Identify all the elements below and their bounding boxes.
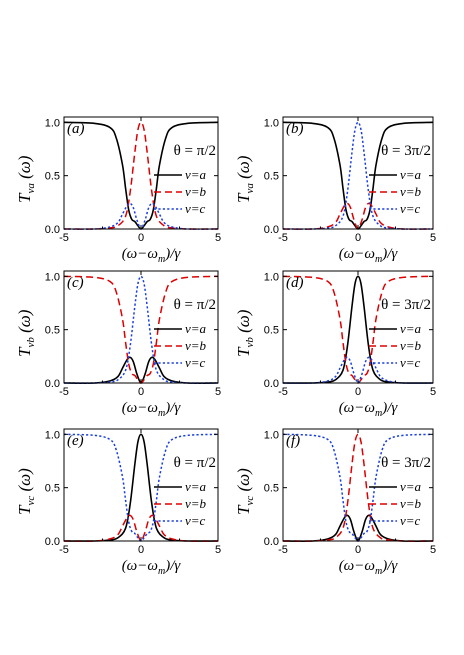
x-axis-label: (ω−ωm)/γ [339, 558, 399, 577]
legend-label: v=b [185, 496, 207, 511]
theta-label: θ = π/2 [174, 297, 216, 313]
y-tick-label: 0.0 [45, 224, 60, 236]
y-axis-label: Tvc (ω) [15, 468, 37, 515]
x-tick-label: 5 [215, 386, 221, 398]
x-axis-label: (ω−ωm)/γ [339, 246, 399, 265]
x-tick-label: -5 [59, 232, 69, 244]
series-v-c [63, 275, 219, 384]
x-tick-label: 5 [430, 544, 436, 556]
panel-label: (f) [286, 433, 300, 449]
x-tick-label: -5 [278, 544, 288, 556]
y-axis-label: Tvb (ω) [15, 309, 37, 357]
panel-a: -5 0 5 0.0 0.5 1.0 Tva (ω) (ω−ωm)/γ (a) θ = π/2 v=… [15, 116, 221, 265]
legend-label: v=a [400, 321, 422, 336]
x-tick-label: 5 [430, 232, 436, 244]
panel-b: -5 0 5 0.0 0.5 1.0 Tva (ω) (ω−ωm)/γ (b) θ = 3π/2 v… [234, 116, 436, 265]
y-tick-label: 0.5 [45, 171, 60, 183]
y-tick-label: 1.0 [45, 429, 60, 441]
legend-label: v=a [185, 167, 207, 182]
y-tick-label: 1.0 [264, 271, 279, 283]
legend-label: v=b [400, 338, 422, 353]
y-tick-label: 0.5 [45, 325, 60, 337]
legend-label: v=a [185, 321, 207, 336]
x-tick-label: 0 [355, 232, 361, 244]
x-axis-label: (ω−ωm)/γ [122, 246, 182, 265]
legend-label: v=a [400, 479, 422, 494]
y-tick-label: 0.5 [264, 483, 279, 495]
theta-label: θ = 3π/2 [381, 297, 431, 313]
x-tick-label: 0 [355, 386, 361, 398]
panel-label: (a) [67, 121, 85, 137]
x-tick-label: -5 [59, 544, 69, 556]
theta-label: θ = 3π/2 [381, 455, 431, 471]
x-tick-label: 0 [138, 232, 144, 244]
x-tick-label: -5 [59, 386, 69, 398]
legend-label: v=b [400, 496, 422, 511]
y-tick-label: 0.0 [45, 536, 60, 548]
panel-label: (b) [286, 121, 304, 137]
series-v-b [282, 433, 434, 542]
legend-label: v=a [400, 167, 422, 182]
theta-label: θ = π/2 [174, 143, 216, 159]
y-tick-label: 1.0 [45, 271, 60, 283]
series-v-a [282, 275, 434, 384]
x-tick-label: 5 [215, 544, 221, 556]
theta-label: θ = 3π/2 [381, 143, 431, 159]
legend-label: v=b [185, 184, 207, 199]
legend-label: v=c [400, 201, 421, 216]
y-axis-label: Tva (ω) [15, 155, 37, 203]
x-tick-label: 0 [138, 386, 144, 398]
y-axis-label: Tvb (ω) [234, 309, 256, 357]
legend-label: v=c [185, 513, 206, 528]
y-tick-label: 0.5 [264, 325, 279, 337]
panel-e: -5 0 5 0.0 0.5 1.0 Tvc (ω) (ω−ωm)/γ (e) θ = π/2 v=… [15, 428, 221, 577]
y-axis-label: Tvc (ω) [234, 468, 256, 515]
x-tick-label: 5 [215, 232, 221, 244]
panel-d: -5 0 5 0.0 0.5 1.0 Tvb (ω) (ω−ωm)/γ (d) θ = 3π/2 v… [234, 270, 436, 419]
y-tick-label: 1.0 [264, 429, 279, 441]
legend-label: v=c [400, 355, 421, 370]
legend-label: v=c [400, 513, 421, 528]
y-axis-label: Tva (ω) [234, 155, 256, 203]
x-axis-label: (ω−ωm)/γ [122, 558, 182, 577]
x-axis-label: (ω−ωm)/γ [122, 400, 182, 419]
legend-label: v=b [400, 184, 422, 199]
panel-label: (c) [67, 275, 84, 291]
panel-f: -5 0 5 0.0 0.5 1.0 Tvc (ω) (ω−ωm)/γ (f) θ = 3π/2 v… [234, 428, 436, 577]
x-axis-label: (ω−ωm)/γ [339, 400, 399, 419]
legend-label: v=a [185, 479, 207, 494]
legend-label: v=b [185, 338, 207, 353]
x-tick-label: 0 [138, 544, 144, 556]
panel-label: (d) [286, 275, 304, 291]
x-tick-label: -5 [278, 232, 288, 244]
y-tick-label: 0.0 [264, 224, 279, 236]
y-tick-label: 0.0 [264, 378, 279, 390]
theta-label: θ = π/2 [174, 455, 216, 471]
y-tick-label: 1.0 [264, 117, 279, 129]
y-tick-label: 0.0 [45, 378, 60, 390]
panel-label: (e) [67, 433, 84, 449]
x-tick-label: 5 [430, 386, 436, 398]
y-tick-label: 0.0 [264, 536, 279, 548]
legend-label: v=c [185, 201, 206, 216]
series-v-b [63, 514, 219, 542]
y-tick-label: 0.5 [264, 171, 279, 183]
panel-c: -5 0 5 0.0 0.5 1.0 Tvb (ω) (ω−ωm)/γ (c) θ = π/2 v=… [15, 270, 221, 419]
legend-label: v=c [185, 355, 206, 370]
series-v-a [63, 433, 219, 542]
x-tick-label: -5 [278, 386, 288, 398]
y-tick-label: 1.0 [45, 117, 60, 129]
x-tick-label: 0 [355, 544, 361, 556]
y-tick-label: 0.5 [45, 483, 60, 495]
